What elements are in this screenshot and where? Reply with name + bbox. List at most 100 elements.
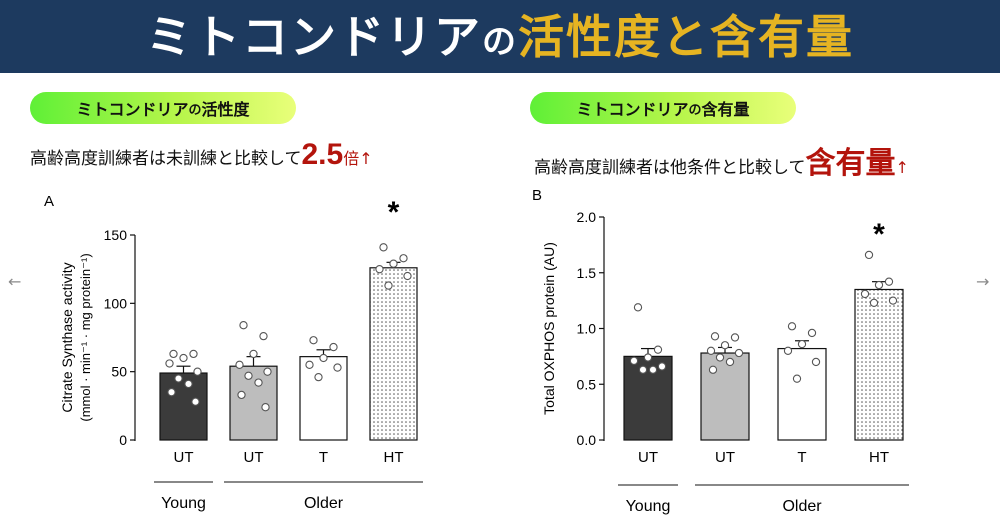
data-point [174,374,183,383]
data-point [263,367,272,376]
right-caption-arrow: ↑ [895,158,909,177]
bar [229,365,278,441]
x-tick-label: T [797,449,806,466]
data-point [179,353,188,363]
data-point [239,321,248,330]
data-point [807,328,817,338]
group-label: Older [304,495,344,512]
y-tick-label: 2.0 [577,209,597,225]
panel-label: A [44,193,54,210]
data-point [389,259,398,268]
y-tick-label: 1.0 [577,321,597,337]
left-section-pill: ミトコンドリアの活性度 [30,92,296,124]
data-point [787,322,797,331]
data-point [884,277,894,286]
data-point [706,346,716,355]
data-point [643,353,653,362]
y-axis-label: Total OXPHOS protein (AU) [541,242,557,415]
page-title: ミトコンドリアの活性度と含有量 [146,14,854,60]
data-point [720,341,730,350]
group-label: Older [782,498,822,515]
data-point [792,374,802,383]
prev-arrow-icon[interactable]: ← [8,272,22,291]
data-point [783,346,793,355]
title-main: ミトコンドリア [146,9,482,64]
data-point [314,372,323,382]
data-point [648,365,658,374]
data-point [708,365,718,374]
chart-oxphos-protein: B 0.0 0.5 1.0 1.5 2.0 Total OXPHOS protein (AU… [532,187,909,515]
panel-label: B [532,187,542,204]
left-caption: 高齢高度訓練者は未訓練と比較して2.5倍↑ [30,138,373,172]
data-point [237,390,246,400]
right-pill-end: 含有量 [701,100,750,119]
title-banner: ミトコンドリアの活性度と含有量 [0,0,1000,73]
data-point [869,298,879,308]
data-point [403,271,412,281]
left-pill-end: 活性度 [201,100,250,119]
bar [700,352,750,441]
data-point [657,362,667,371]
right-pill-particle: の [688,102,702,118]
next-arrow-icon[interactable]: → [976,272,990,291]
data-point [864,250,874,260]
data-point [193,367,202,376]
data-point [244,371,253,380]
data-point [254,378,263,387]
left-pill-main: ミトコンドリア [76,100,189,119]
data-point [375,265,384,274]
right-caption-value: 含有量 [805,147,896,180]
right-caption-text: 高齢高度訓練者は他条件と比較して [534,158,806,178]
data-point [191,397,200,406]
left-caption-unit: 倍 [343,149,360,168]
significance-star: * [388,196,400,229]
x-tick-label: UT [638,449,658,466]
x-tick-label: HT [869,449,889,466]
y-tick-label: 1.5 [577,265,597,281]
right-caption: 高齢高度訓練者は他条件と比較して含有量↑ [534,138,909,182]
data-point [860,289,870,299]
x-tick-label: UT [244,449,264,466]
data-point [184,379,193,389]
data-point [888,296,898,305]
bar [854,288,904,441]
x-tick-label: UT [174,449,194,466]
y-tick-label: 0.0 [577,432,597,448]
data-point [384,281,393,290]
data-point [329,342,338,352]
y-tick-label: 50 [111,364,127,380]
chart-citrate-synthase: A 0 50 100 150 Citrate Synthase activity (mmol… [44,193,423,512]
title-particle: の [482,21,518,62]
significance-star: * [873,218,885,251]
left-caption-value: 2.5 [301,138,344,171]
data-point [710,332,720,341]
data-point [165,359,174,368]
data-point [633,303,643,312]
title-accent: 活性度と含有量 [518,9,854,64]
right-pill-main: ミトコンドリア [576,100,689,119]
data-point [169,349,178,359]
left-caption-arrow: ↑ [359,149,373,168]
data-point [629,356,639,365]
bar [159,372,208,441]
data-point [333,363,342,372]
data-point [379,243,388,252]
data-point [874,280,884,290]
y-tick-label: 0.5 [577,376,597,392]
y-tick-label: 0 [119,432,127,448]
data-point [309,336,318,345]
data-point [261,403,270,412]
x-tick-label: T [319,449,328,466]
bar [623,355,673,441]
y-axis-label: Citrate Synthase activity [59,262,75,412]
data-point [249,349,258,359]
right-section-pill: ミトコンドリアの含有量 [530,92,796,124]
data-point [319,353,328,363]
x-tick-label: HT [384,449,404,466]
left-caption-text: 高齢高度訓練者は未訓練と比較して [30,149,302,169]
data-point [399,254,408,263]
data-point [638,365,648,374]
data-point [189,349,198,359]
x-tick-label: UT [715,449,735,466]
bar [369,267,418,441]
